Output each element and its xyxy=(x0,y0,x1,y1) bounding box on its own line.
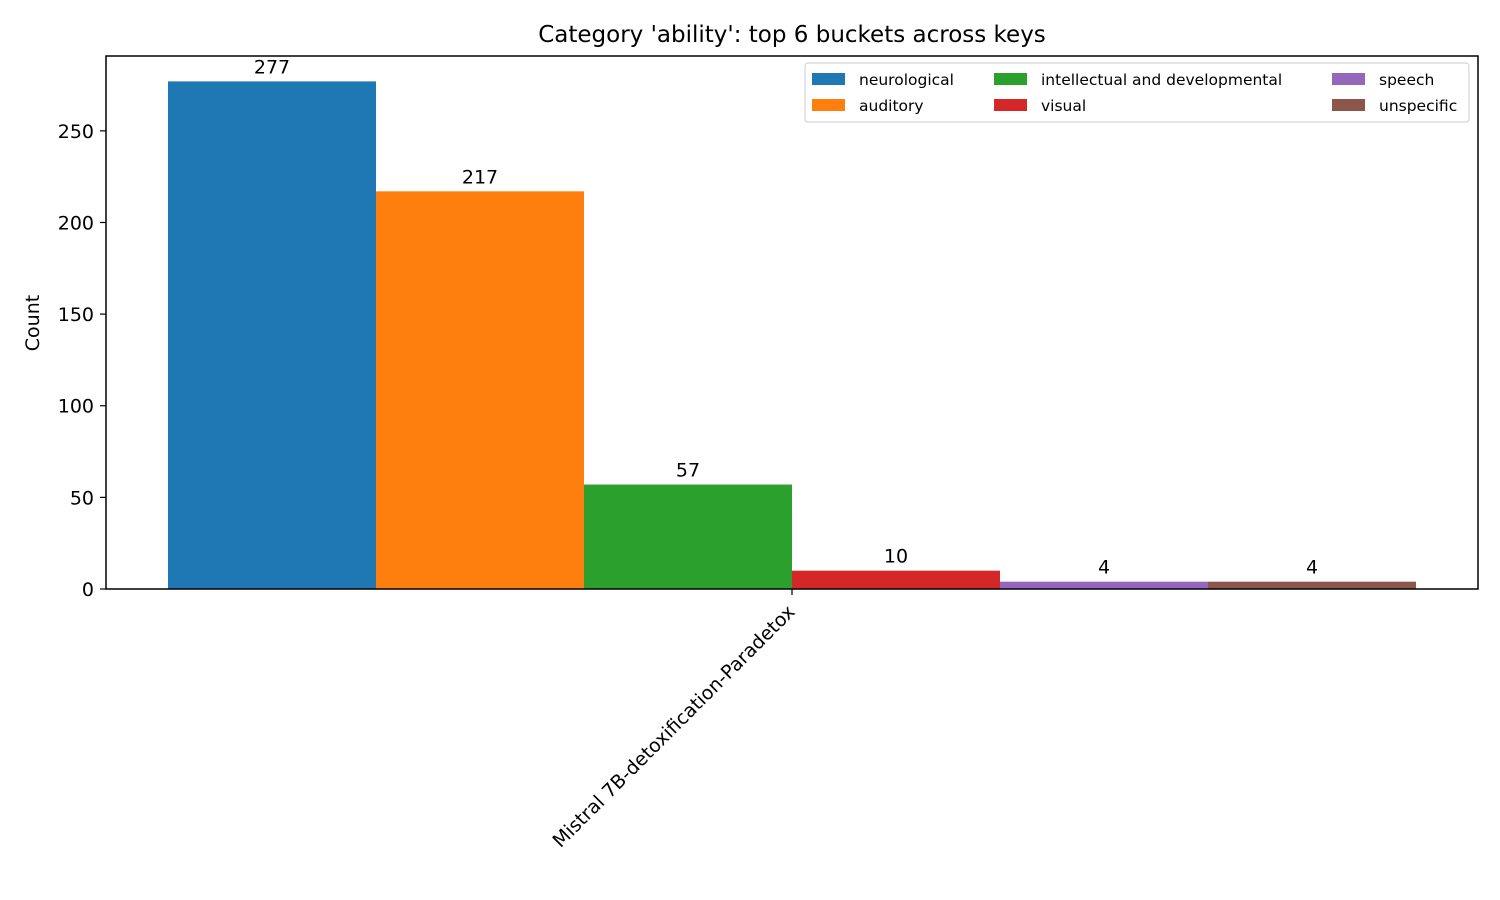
bar-unspecific xyxy=(1208,581,1416,589)
bar-value-label: 57 xyxy=(676,460,700,482)
y-tick-label: 200 xyxy=(58,212,94,234)
y-axis-label: Count xyxy=(22,295,44,351)
legend: neurological auditory intellectual and dev… xyxy=(804,62,1470,123)
chart-title: Category 'ability': top 6 buckets across… xyxy=(538,22,1046,48)
bar-value-label: 10 xyxy=(884,546,908,568)
y-tick-label: 250 xyxy=(58,121,94,143)
legend-swatch-visual xyxy=(994,99,1027,111)
legend-swatch-unspecific xyxy=(1332,99,1365,111)
bars-group xyxy=(168,81,1416,589)
legend-swatch-auditory xyxy=(812,99,845,111)
legend-frame xyxy=(804,62,1470,123)
legend-swatch-neurological xyxy=(812,73,845,85)
y-tick-label: 0 xyxy=(82,579,94,601)
legend-label: auditory xyxy=(859,97,924,115)
bar-intellectual-and-developmental xyxy=(584,484,792,589)
bar-value-label: 4 xyxy=(1306,557,1318,579)
legend-label: neurological xyxy=(859,71,954,89)
y-tick-label: 150 xyxy=(58,304,94,326)
x-tick-label: Mistral 7B-detoxification-Paradetox xyxy=(548,601,799,852)
bar-speech xyxy=(1000,581,1208,589)
bar-neurological xyxy=(168,81,376,589)
y-tick-label: 100 xyxy=(58,396,94,418)
bar-visual xyxy=(792,570,1000,589)
legend-swatch-intellectual-and-developmental xyxy=(994,73,1027,85)
legend-swatch-speech xyxy=(1332,73,1365,85)
bar-value-label: 277 xyxy=(254,56,290,78)
legend-label: unspecific xyxy=(1379,97,1457,115)
legend-label: intellectual and developmental xyxy=(1041,71,1282,89)
bar-labels-group: 277 217 57 10 4 4 xyxy=(254,56,1318,578)
legend-label: visual xyxy=(1041,97,1086,115)
bar-auditory xyxy=(376,191,584,589)
bar-value-label: 4 xyxy=(1098,557,1110,579)
legend-label: speech xyxy=(1379,71,1434,89)
y-tick-label: 50 xyxy=(70,487,94,509)
x-axis: Mistral 7B-detoxification-Paradetox xyxy=(548,589,800,852)
bar-value-label: 217 xyxy=(462,166,498,188)
y-axis: 0 50 100 150 200 250 xyxy=(58,121,106,601)
